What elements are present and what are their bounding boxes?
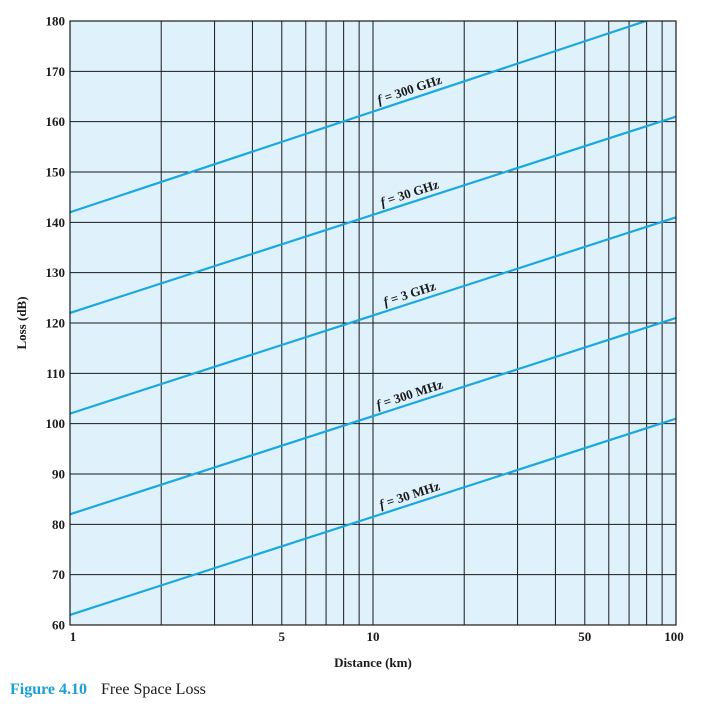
y-tick-label: 120: [46, 316, 66, 331]
series-line: [70, 115, 676, 314]
y-axis-label: Loss (dB): [14, 296, 29, 349]
y-tick-label: 70: [52, 567, 65, 582]
x-tick-label: 100: [664, 629, 684, 644]
x-axis-label: Distance (km): [334, 655, 412, 670]
grid-lines: [70, 21, 676, 625]
series-line: [70, 417, 676, 616]
x-tick-labels: 1 5 10 50 100: [70, 629, 684, 644]
y-tick-label: 100: [46, 416, 66, 431]
y-tick-label: 80: [52, 517, 65, 532]
series-line: [70, 21, 650, 214]
figure-number: Figure 4.10: [10, 681, 88, 698]
x-tick-label: 5: [279, 629, 286, 644]
y-tick-label: 140: [46, 215, 66, 230]
y-tick-label: 130: [46, 265, 66, 280]
y-tick-label: 60: [52, 618, 65, 633]
y-tick-label: 180: [46, 14, 66, 29]
plot-frame: [69, 20, 677, 626]
x-tick-label: 1: [70, 629, 77, 644]
series-lines: [70, 21, 676, 616]
series-line: [70, 216, 676, 415]
figure-title: Free Space Loss: [101, 681, 206, 698]
y-tick-label: 150: [46, 165, 66, 180]
y-tick-label: 90: [52, 467, 65, 482]
y-tick-label: 110: [46, 366, 65, 381]
y-tick-label: 170: [46, 64, 66, 79]
figure-caption: Figure 4.10 Free Space Loss: [10, 681, 206, 699]
y-tick-labels: 60 70 80 90 100 110 120 130 140 150 160 170 180: [46, 14, 66, 633]
x-tick-label: 10: [367, 629, 380, 644]
x-tick-label: 50: [578, 629, 591, 644]
y-tick-label: 160: [46, 114, 66, 129]
series-line: [70, 316, 676, 516]
